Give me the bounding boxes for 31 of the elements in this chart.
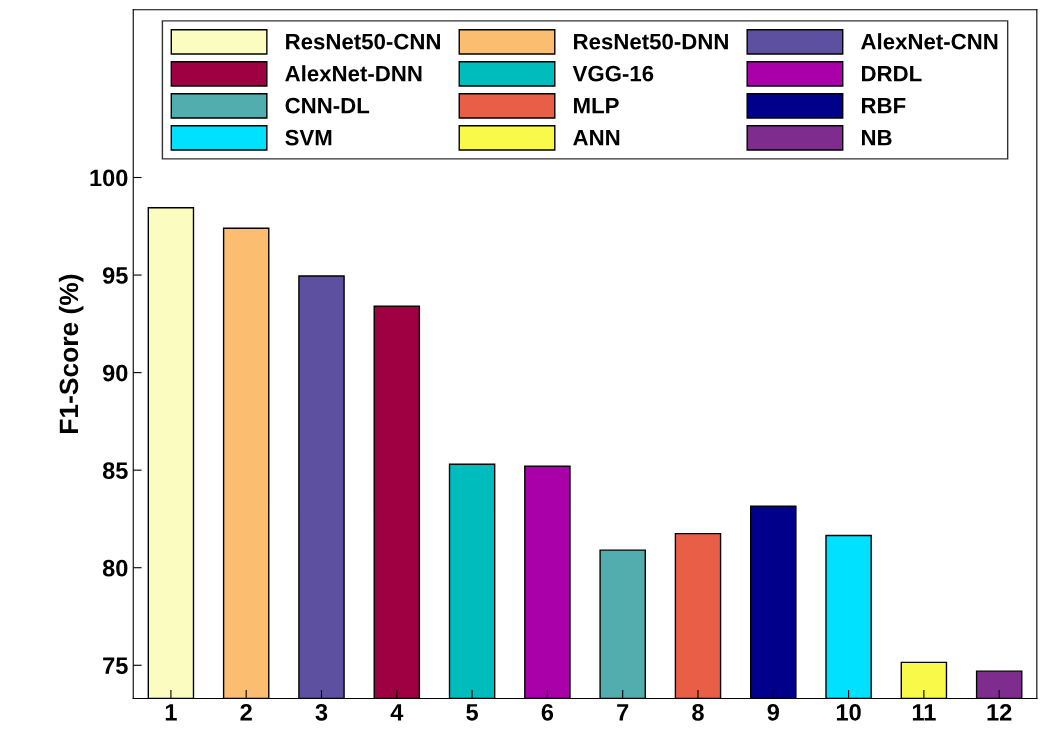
y-tick-label: 90 xyxy=(102,364,128,382)
y-tick-label: 95 xyxy=(102,267,128,284)
legend-label: VGG-16 xyxy=(572,65,654,82)
y-axis-title: F1-Score (%) xyxy=(58,274,84,433)
legend-label: RBF xyxy=(861,97,906,114)
legend-label: ResNet50-DNN xyxy=(574,33,728,50)
legend-label: ANN xyxy=(573,129,620,146)
x-tick-label: 7 xyxy=(617,704,629,721)
legend-label: AlexNet-CNN xyxy=(861,33,998,50)
legend-label: CNN-DL xyxy=(285,97,370,114)
x-tick-label: 10 xyxy=(836,703,861,721)
x-tick-label: 2 xyxy=(240,703,252,721)
legend-label: MLP xyxy=(574,97,619,114)
legend-label: ResNet50-CNN xyxy=(286,33,440,50)
x-tick-label: 6 xyxy=(541,703,554,721)
x-tick-label: 4 xyxy=(390,704,404,721)
x-tick-label: 3 xyxy=(315,703,328,721)
y-tick-label: 80 xyxy=(102,559,128,577)
x-tick-label: 12 xyxy=(987,703,1012,721)
x-tick-label: 8 xyxy=(692,703,704,721)
x-tick-label: 1 xyxy=(165,704,177,721)
x-tick-label: 5 xyxy=(466,704,478,721)
y-tick-label: 85 xyxy=(102,462,128,479)
y-tick-label: 100 xyxy=(90,169,128,187)
x-tick-label: 9 xyxy=(767,703,779,721)
x-tick-label: 11 xyxy=(912,704,936,721)
legend-label: NB xyxy=(861,129,892,146)
legend-label: AlexNet-DNN xyxy=(285,65,422,82)
legend-label: SVM xyxy=(285,129,332,146)
legend-label: DRDL xyxy=(861,65,922,82)
y-tick-label: 75 xyxy=(103,657,128,675)
